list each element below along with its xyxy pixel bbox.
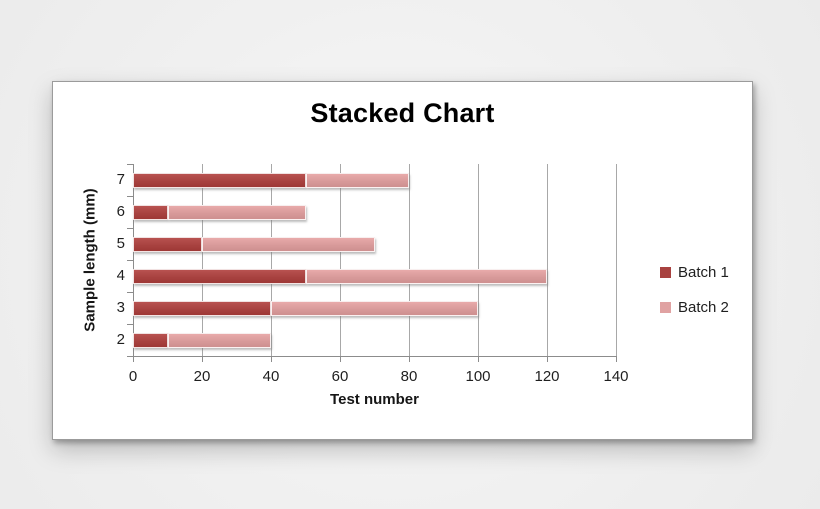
x-tick-label: 100 xyxy=(465,368,491,385)
bar-segment-batch-2 xyxy=(271,301,478,316)
y-axis-tick xyxy=(127,228,133,229)
gridline xyxy=(271,164,272,356)
legend-label-batch-1: Batch 1 xyxy=(678,264,729,281)
x-axis-tick xyxy=(547,356,548,362)
batch-2-swatch-icon xyxy=(660,302,671,313)
batch-1-swatch-icon xyxy=(660,267,671,278)
y-axis-tick xyxy=(127,196,133,197)
gridline xyxy=(340,164,341,356)
plot-area xyxy=(127,164,617,362)
bar-segment-batch-1 xyxy=(133,237,202,252)
y-axis-tick xyxy=(127,324,133,325)
bar-segment-batch-1 xyxy=(133,333,168,348)
y-category-label: 5 xyxy=(116,235,125,252)
y-category-label: 3 xyxy=(116,299,125,316)
gridline xyxy=(616,164,617,356)
x-axis-line xyxy=(133,356,617,357)
bar-segment-batch-1 xyxy=(133,269,306,284)
x-axis-tick xyxy=(340,356,341,362)
chart-card: Stacked Chart Sample length (mm) Test nu… xyxy=(52,81,753,440)
y-axis-tick xyxy=(127,292,133,293)
y-axis-tick xyxy=(127,356,133,357)
y-category-label: 4 xyxy=(116,267,125,284)
legend-item-batch-2: Batch 2 xyxy=(660,299,729,316)
bar-segment-batch-1 xyxy=(133,301,271,316)
bar-segment-batch-1 xyxy=(133,173,306,188)
y-axis-title: Sample length (mm) xyxy=(81,188,99,332)
y-axis-line xyxy=(133,164,134,356)
x-tick-label: 140 xyxy=(603,368,629,385)
x-axis-tick xyxy=(202,356,203,362)
y-category-label: 2 xyxy=(116,331,125,348)
y-category-label: 6 xyxy=(116,203,125,220)
bar-segment-batch-2 xyxy=(167,205,306,220)
gridline xyxy=(478,164,479,356)
gridline xyxy=(409,164,410,356)
x-tick-label: 20 xyxy=(193,368,211,385)
legend: Batch 1 Batch 2 xyxy=(660,264,729,316)
x-tick-label: 60 xyxy=(331,368,349,385)
y-axis-tick xyxy=(127,164,133,165)
x-axis-tick xyxy=(409,356,410,362)
x-axis-tick xyxy=(478,356,479,362)
x-axis-title: Test number xyxy=(330,391,419,408)
y-axis-tick xyxy=(127,260,133,261)
y-category-label: 7 xyxy=(116,171,125,188)
x-axis-tick xyxy=(271,356,272,362)
x-tick-label: 80 xyxy=(400,368,418,385)
gridline xyxy=(547,164,548,356)
x-tick-label: 0 xyxy=(128,368,138,385)
bar-segment-batch-2 xyxy=(167,333,271,348)
x-axis-tick xyxy=(133,356,134,362)
x-tick-label: 40 xyxy=(262,368,280,385)
legend-item-batch-1: Batch 1 xyxy=(660,264,729,281)
x-axis-tick xyxy=(616,356,617,362)
bar-segment-batch-2 xyxy=(305,173,409,188)
bar-segment-batch-1 xyxy=(133,205,168,220)
gridline xyxy=(202,164,203,356)
bar-segment-batch-2 xyxy=(305,269,547,284)
bar-segment-batch-2 xyxy=(202,237,375,252)
chart-title: Stacked Chart xyxy=(310,98,495,128)
legend-label-batch-2: Batch 2 xyxy=(678,299,729,316)
x-tick-label: 120 xyxy=(534,368,560,385)
